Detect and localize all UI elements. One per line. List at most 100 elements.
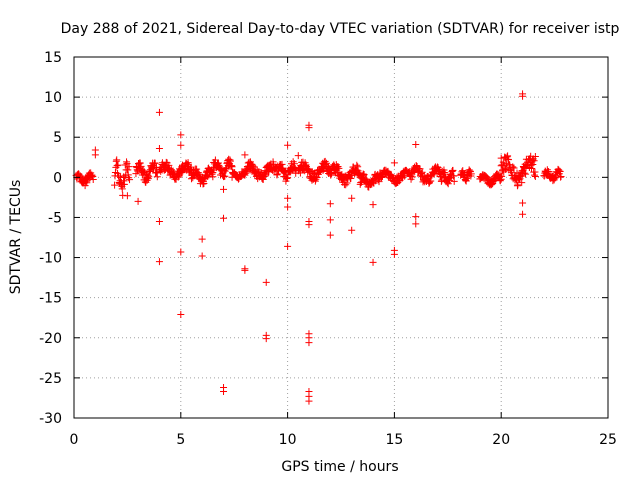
x-tick-label: 10 [279, 432, 297, 448]
data-point [81, 182, 89, 190]
data-point [284, 203, 292, 211]
data-point [178, 169, 186, 177]
data-point [134, 197, 142, 205]
data-point [126, 176, 134, 184]
data-point [326, 231, 334, 239]
data-point [412, 140, 420, 148]
data-point [412, 213, 420, 221]
grid-lines [74, 57, 608, 418]
y-tick-label: -20 [39, 331, 62, 347]
data-point [121, 161, 129, 169]
data-point [241, 151, 249, 159]
data-point [278, 160, 286, 168]
y-tick-label: -15 [39, 291, 62, 307]
data-point [284, 174, 292, 182]
y-tick-label: -30 [39, 411, 62, 427]
data-point [153, 173, 161, 181]
y-tick-label: 15 [44, 50, 62, 66]
data-point [450, 177, 458, 185]
y-tick-label: -25 [39, 371, 62, 387]
data-point [519, 92, 527, 100]
data-point [322, 159, 330, 167]
data-point [390, 250, 398, 258]
data-point [530, 157, 538, 165]
y-tick-label: 10 [44, 90, 62, 106]
data-point [319, 166, 327, 174]
data-point [194, 169, 202, 177]
data-point [155, 217, 163, 225]
data-point [115, 172, 123, 180]
data-point [313, 173, 321, 181]
data-point [155, 108, 163, 116]
data-point [120, 180, 128, 188]
data-point [198, 235, 206, 243]
data-point [522, 170, 530, 178]
y-tick-label: 5 [53, 130, 62, 146]
data-point [504, 156, 512, 164]
data-point [111, 181, 119, 189]
data-points [72, 90, 565, 405]
data-point [348, 226, 356, 234]
x-tick-label: 15 [385, 432, 403, 448]
data-point [137, 162, 145, 170]
data-point [326, 216, 334, 224]
data-point [412, 220, 420, 228]
data-point [91, 151, 99, 159]
y-tick-label: 0 [53, 170, 62, 186]
data-point [514, 181, 522, 189]
data-point [284, 141, 292, 149]
data-point [241, 266, 249, 274]
data-point [369, 201, 377, 209]
data-point [335, 164, 343, 172]
data-point [305, 397, 313, 405]
data-point [151, 159, 159, 167]
x-axis-label: GPS time / hours [281, 459, 398, 475]
data-point [211, 156, 219, 164]
data-point [89, 176, 97, 184]
data-point [498, 172, 506, 180]
plot-frame [73, 56, 609, 419]
data-point [114, 161, 122, 169]
data-point [369, 258, 377, 266]
data-point [519, 199, 527, 207]
data-point [519, 210, 527, 218]
chart-title: Day 288 of 2021, Sidereal Day-to-day VTE… [61, 21, 620, 37]
data-point [220, 185, 228, 193]
data-point [262, 278, 270, 286]
y-tick-label: -10 [39, 251, 62, 267]
data-point [531, 173, 539, 181]
data-point [305, 124, 313, 132]
data-point [177, 248, 185, 256]
data-point [174, 173, 182, 181]
data-point [305, 339, 313, 347]
data-point [531, 152, 539, 160]
data-point [347, 174, 355, 182]
data-point [273, 170, 281, 178]
data-point [220, 388, 228, 396]
data-point [123, 192, 131, 200]
data-point [528, 164, 536, 172]
data-point [509, 163, 517, 171]
data-point [284, 194, 292, 202]
data-point [360, 170, 368, 178]
x-tick-label: 25 [599, 432, 617, 448]
data-point [348, 194, 356, 202]
data-point [501, 165, 509, 173]
data-point [198, 252, 206, 260]
data-point [499, 158, 507, 166]
data-point [155, 144, 163, 152]
data-point [353, 161, 361, 169]
data-point [305, 221, 313, 229]
data-point [467, 170, 475, 178]
data-point [125, 163, 133, 171]
axis-ticks: 0 5 10 15 20 25 -30 -25 -20 -15 -10 -5 0 5 10 15 [39, 50, 617, 448]
data-point [284, 242, 292, 250]
data-point [155, 258, 163, 266]
x-tick-label: 5 [176, 432, 185, 448]
data-point [220, 214, 228, 222]
data-point [326, 200, 334, 208]
data-point [518, 179, 526, 187]
data-point [177, 141, 185, 149]
data-point [177, 311, 185, 319]
